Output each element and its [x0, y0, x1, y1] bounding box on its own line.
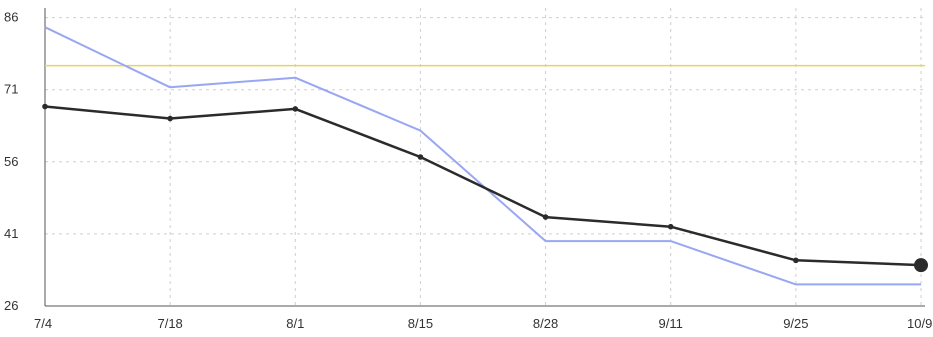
data-point: [793, 257, 799, 264]
x-tick-label: 10/9: [907, 316, 932, 331]
x-tick-label: 9/11: [659, 316, 683, 331]
data-point: [417, 154, 424, 160]
data-point: [542, 214, 549, 220]
series-line-0: [44, 105, 922, 267]
y-tick-label: 71: [4, 82, 18, 97]
x-tick-label: 7/4: [34, 316, 52, 331]
x-tick-label: 8/15: [408, 316, 433, 331]
axis-layer: [44, 8, 925, 307]
data-point: [42, 103, 48, 110]
y-tick-label: 26: [4, 298, 18, 313]
data-point: [667, 223, 674, 230]
data-point: [292, 106, 299, 112]
data-point: [914, 258, 928, 273]
y-tick-label: 56: [4, 154, 18, 169]
x-tick-label: 8/1: [286, 316, 304, 331]
x-tick-label: 9/25: [783, 316, 808, 331]
data-point: [167, 115, 173, 122]
x-tick-label: 7/18: [157, 316, 182, 331]
y-tick-label: 86: [4, 10, 18, 25]
series-layer: [42, 26, 928, 286]
y-tick-label: 41: [4, 226, 18, 241]
tick-label-layer: 26 41 56 71 86 7/4 7/18 8/1 8/15 8/28 9/11 9/25 10/9: [4, 10, 932, 331]
x-tick-label: 8/28: [533, 316, 558, 331]
